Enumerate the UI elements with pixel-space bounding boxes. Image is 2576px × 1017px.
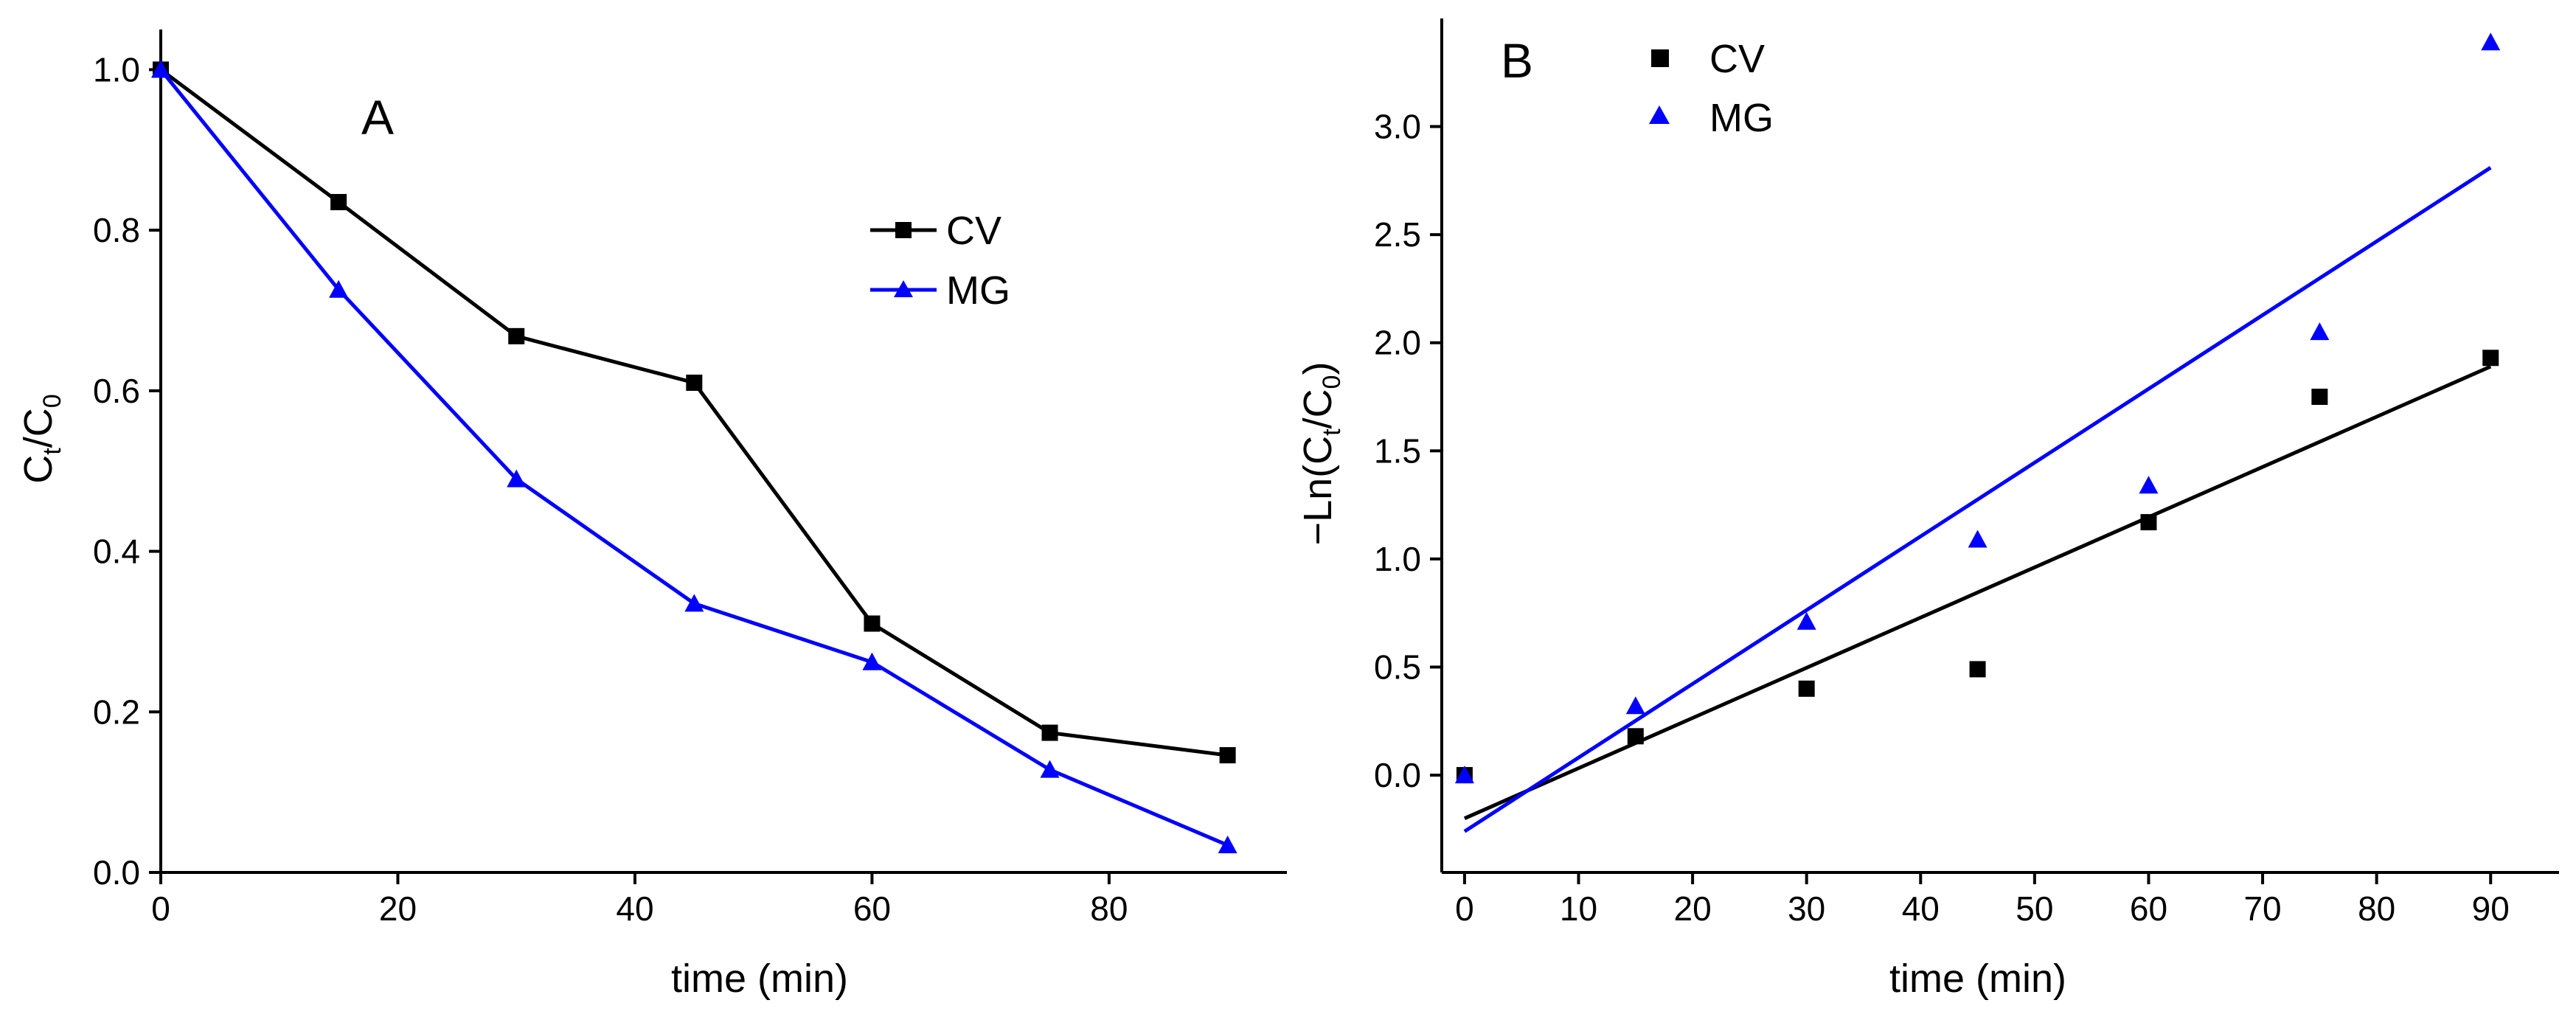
panel-a-x-tick-label: 20 [379,889,417,928]
panel-b-plot-area: 0 10 20 30 40 50 60 70 80 90 0.0 0.5 1.0 1.5 2.0 2.5 3.0 [1374,18,2559,928]
panel-b-y-tick-label: 1.5 [1374,431,1421,470]
panel-a-y-tick-label: 1.0 [93,50,140,88]
panel-a-x-tick-label: 60 [853,889,891,928]
legend-cv-marker [1651,49,1669,67]
legend-mg-label: MG [1709,96,1774,140]
panel-b-x-tick-label: 40 [1902,889,1940,928]
panel-b-y-tick-label: 1.0 [1374,540,1421,578]
legend-mg-marker [894,280,913,297]
panel-a-series-mg-point [1218,835,1237,853]
panel-b-y-tick-label: 2.0 [1374,324,1421,362]
panel-b-series-cv-fit-line [1463,364,2492,820]
panel-b-series-cv-point [2311,389,2328,406]
panel-b-y-tick-label: 0.5 [1374,648,1421,686]
panel-b-series-mg-point [2139,476,2159,494]
panel-a-series-mg-point [329,280,349,298]
panel-b: B 0 10 20 30 40 50 60 70 80 90 0.0 0.5 1.0 1.5 2.0 2.5 3… [1296,18,2559,1001]
panel-a-series-cv-point [508,327,525,344]
panel-a-series-mg-point [507,469,527,487]
panel-a-series-mg-point [151,60,170,78]
panel-a-y-tick-label: 0.4 [93,532,140,571]
panel-a-series-cv-line [159,68,1228,757]
panel-b-series-mg-point [1796,611,1816,630]
legend-cv-label: CV [1709,37,1765,81]
panel-a-y-tick-label: 0.2 [93,693,140,731]
legend-mg-label: MG [946,268,1010,313]
panel-b-x-tick-label: 20 [1674,889,1712,928]
panel-a-series-mg-point [1040,760,1060,778]
legend-cv-label: CV [946,209,1001,253]
legend-cv-marker [895,222,912,238]
panel-b-y-axis-title: −Ln(Ct/C0) [1296,362,1346,546]
panel-b-x-tick-label: 90 [2472,889,2510,928]
panel-b-x-tick-label: 70 [2243,889,2281,928]
panel-a-x-tick-label: 80 [1090,889,1128,928]
panel-b-series-cv-point [1798,680,1815,697]
panel-b-series-mg-point [2310,322,2330,341]
panel-b-series-mg-point [1454,766,1474,784]
panel-b-x-tick-label: 30 [1788,889,1825,928]
panel-a-series-mg-point [862,652,882,670]
panel-a-legend: CV MG [870,209,1010,313]
panel-b-x-tick-label: 0 [1455,889,1474,928]
panel-a-series-mg-point [684,594,704,612]
panel-b-series-mg-point [2481,32,2501,51]
legend-mg-marker [1649,105,1670,124]
panel-a-x-axis-title: time (min) [671,957,848,1001]
panel-b-series-cv-point [1627,728,1644,745]
panel-b-y-tick-label: 2.5 [1374,215,1421,254]
panel-a-letter: A [361,90,394,145]
panel-b-x-tick-label: 60 [2130,889,2167,928]
panel-a-series-cv-point [864,615,881,632]
panel-b-x-tick-label: 80 [2358,889,2395,928]
panel-b-y-tick-label: 3.0 [1374,108,1421,146]
panel-a-y-tick-label: 0.8 [93,211,140,249]
panel-b-series-cv-point [1969,661,1986,678]
panel-a-series-cv-point [330,194,347,211]
panel-b-legend: CV MG [1649,37,1774,140]
panel-a-plot-area: 0 20 40 60 80 0.0 0.2 0.4 0.6 0.8 1.0 [93,29,1287,928]
panel-b-x-tick-label: 50 [2016,889,2053,928]
panel-a-series-cv-point [686,374,703,391]
panel-a-y-axis-title: Ct/C0 [16,394,66,483]
panel-b-x-tick-label: 10 [1560,889,1597,928]
panel-b-series-mg-fit-line [1463,166,2492,833]
panel-a-series-cv-point [1219,747,1236,764]
panel-b-x-axis-title: time (min) [1889,957,2066,1001]
panel-b-series-mg-point [1625,696,1645,715]
panel-a-series-cv-point [1041,724,1058,741]
panel-a-y-tick-label: 0.6 [93,372,140,410]
panel-a-x-tick-label: 0 [151,889,170,928]
panel-a-y-tick-label: 0.0 [93,853,140,892]
panel-a-x-tick-label: 40 [616,889,653,928]
panel-a: A 0 20 40 60 80 0.0 0.2 0.4 0.6 0.8 1.0 time (min)… [16,29,1287,1001]
panel-a-series-mg-line [159,68,1229,847]
panel-b-y-tick-label: 0.0 [1374,756,1421,794]
panel-b-series-cv-point [2482,350,2499,367]
panel-b-letter: B [1501,33,1533,88]
panel-b-series-mg-point [1968,530,1987,548]
panel-b-series-cv-point [2140,514,2157,531]
